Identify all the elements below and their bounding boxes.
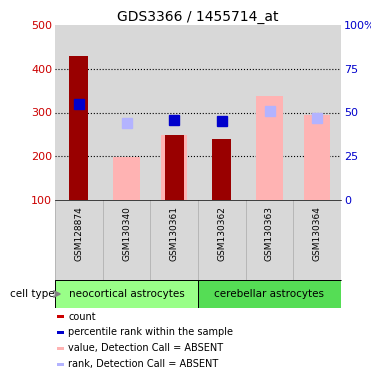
- Text: GSM130340: GSM130340: [122, 207, 131, 261]
- Bar: [304, 115, 330, 200]
- Text: GSM130363: GSM130363: [265, 207, 274, 262]
- Bar: [212, 139, 232, 200]
- Text: GSM130361: GSM130361: [170, 207, 179, 262]
- Text: cell type: cell type: [10, 289, 55, 299]
- Text: cerebellar astrocytes: cerebellar astrocytes: [214, 289, 325, 299]
- Bar: [114, 157, 139, 200]
- Text: rank, Detection Call = ABSENT: rank, Detection Call = ABSENT: [68, 359, 219, 369]
- Text: value, Detection Call = ABSENT: value, Detection Call = ABSENT: [68, 343, 223, 353]
- Text: GSM130364: GSM130364: [313, 207, 322, 261]
- Text: count: count: [68, 312, 96, 322]
- Text: GSM130362: GSM130362: [217, 207, 226, 261]
- Text: percentile rank within the sample: percentile rank within the sample: [68, 328, 233, 338]
- Bar: [57, 315, 64, 318]
- Bar: [57, 347, 64, 350]
- Bar: [55, 280, 198, 308]
- Bar: [69, 56, 88, 200]
- Bar: [198, 280, 341, 308]
- Bar: [57, 331, 64, 334]
- Bar: [57, 363, 64, 366]
- Bar: [256, 96, 283, 200]
- Title: GDS3366 / 1455714_at: GDS3366 / 1455714_at: [117, 10, 279, 24]
- Bar: [161, 135, 187, 200]
- Bar: [165, 135, 184, 200]
- Text: neocortical astrocytes: neocortical astrocytes: [69, 289, 184, 299]
- Text: GSM128874: GSM128874: [74, 207, 83, 261]
